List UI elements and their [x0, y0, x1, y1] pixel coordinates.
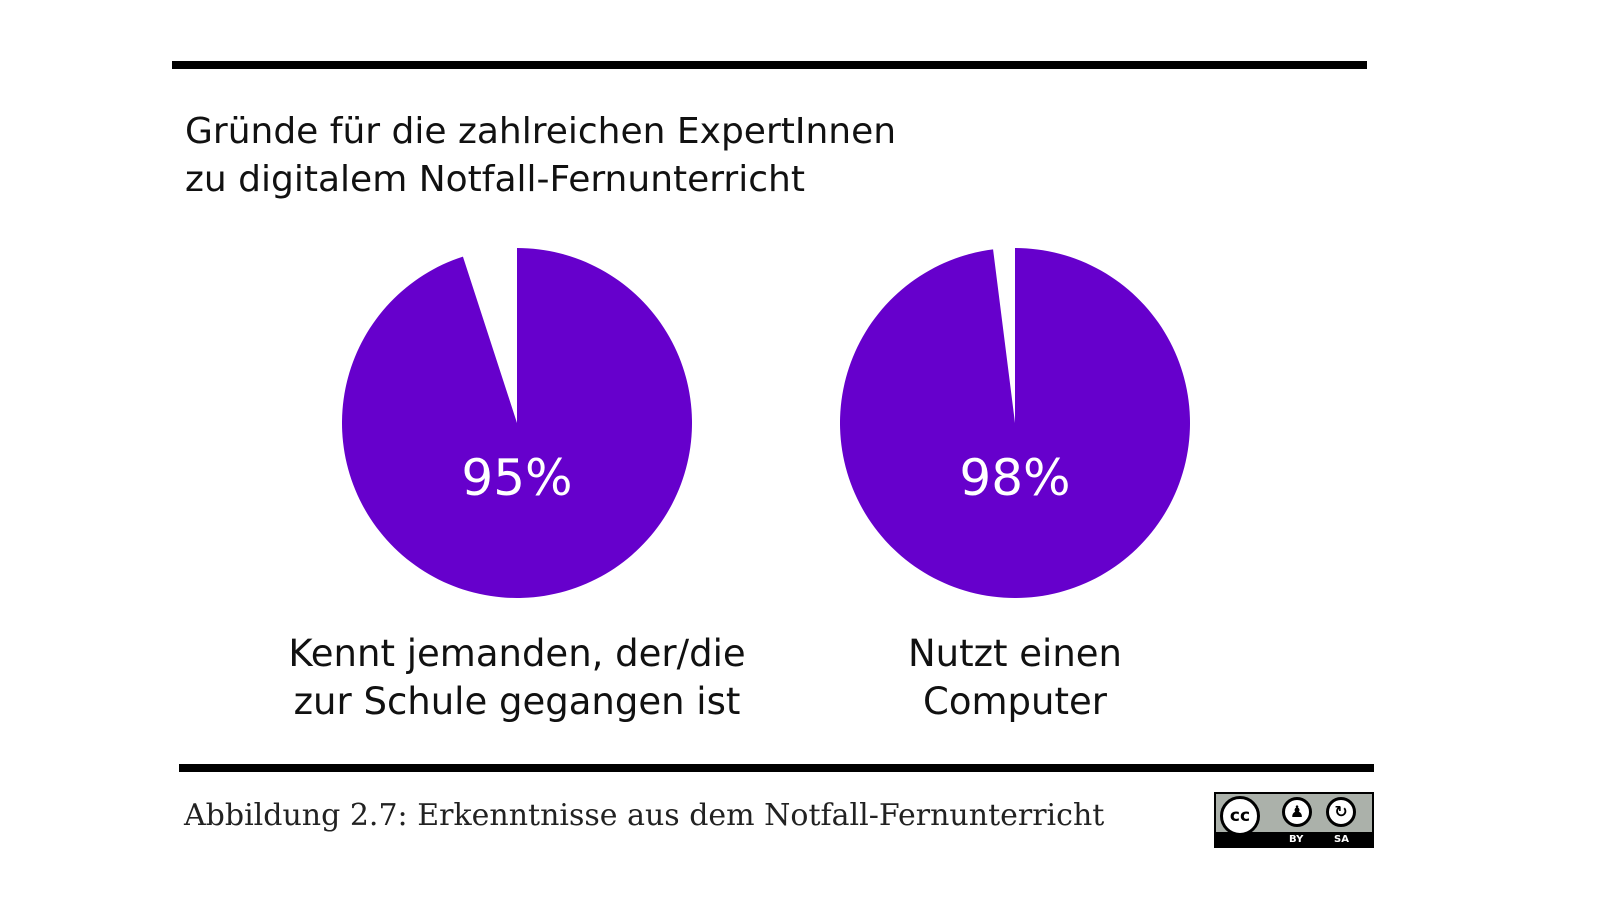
pie-2-svg [840, 248, 1190, 598]
pie-chart-1: 95% [342, 248, 692, 598]
pie-2-slice [840, 248, 1190, 598]
chart-title-line-1: Gründe für die zahlreichen ExpertInnen [185, 111, 897, 152]
chart-title-line-2: zu digitalem Notfall-Fernunterricht [185, 159, 805, 200]
figure-caption: Abbildung 2.7: Erkenntnisse aus dem Notf… [184, 798, 1105, 833]
pie-2-category-label: Nutzt einen Computer [765, 630, 1265, 726]
cc-icon: cc [1220, 796, 1260, 836]
pie-2-value-label: 98% [959, 449, 1071, 507]
license-sa-text: SA [1334, 834, 1349, 845]
pie-1-label-line-2: zur Schule gegangen ist [293, 680, 741, 723]
pie-1-category-label: Kennt jemanden, der/die zur Schule gegan… [267, 630, 767, 726]
pie-chart-2: 98% [840, 248, 1190, 598]
top-rule [172, 61, 1367, 69]
pie-2-label-line-1: Nutzt einen [907, 632, 1123, 675]
pie-1-slice [342, 248, 692, 598]
share-alike-icon: ↻ [1326, 797, 1356, 827]
cc-by-sa-icon: cc ♟ ↻ BY SA [1214, 792, 1374, 848]
pie-1-label-line-1: Kennt jemanden, der/die [288, 632, 746, 675]
bottom-rule [179, 764, 1374, 772]
chart-title: Gründe für die zahlreichen ExpertInnen z… [185, 108, 896, 204]
person-icon: ♟ [1282, 797, 1312, 827]
pie-1-svg [342, 248, 692, 598]
pie-1-value-label: 95% [461, 449, 573, 507]
pie-2-label-line-2: Computer [923, 680, 1107, 723]
license-by-text: BY [1289, 834, 1304, 845]
